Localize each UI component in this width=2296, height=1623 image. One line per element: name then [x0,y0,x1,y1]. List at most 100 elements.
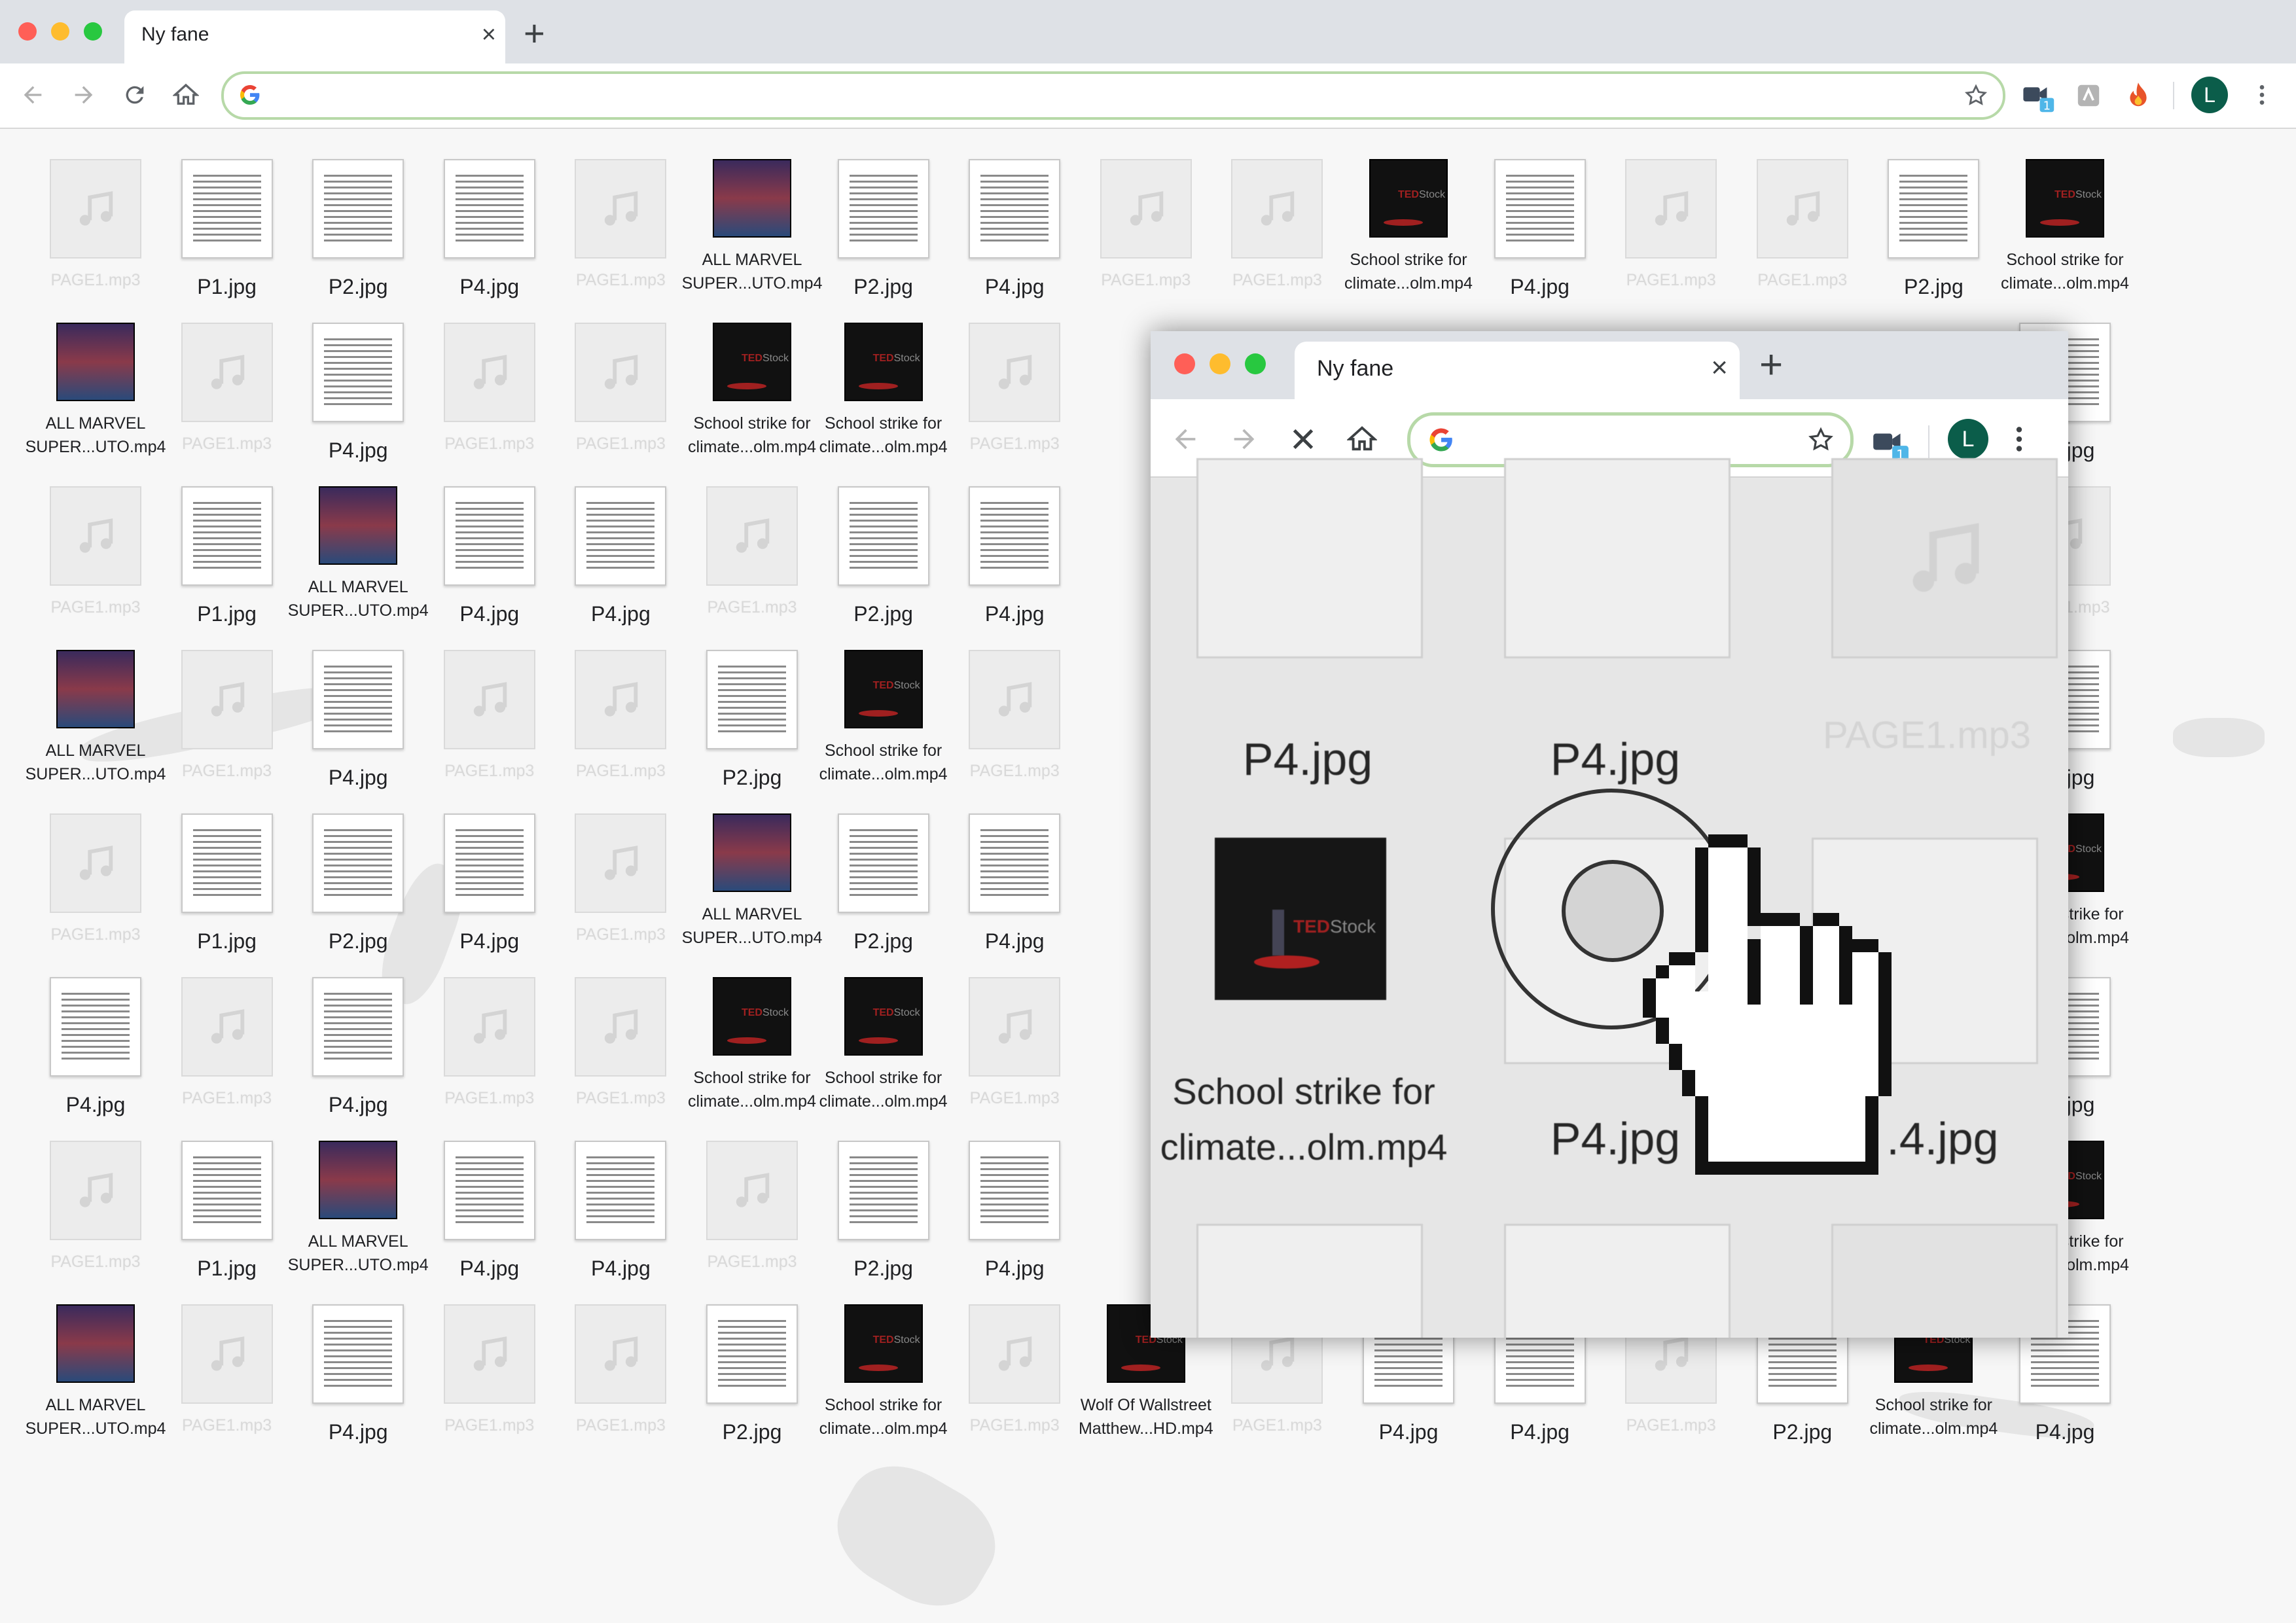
file-item[interactable]: PAGE1.mp3 [687,468,817,632]
inner-tab[interactable]: Ny fane × [1295,342,1740,399]
doc-thumbnail[interactable] [1196,1224,1423,1338]
file-item[interactable]: PAGE1.mp3 [1081,141,1211,304]
file-item[interactable]: P4.jpg [424,141,555,304]
inner-minimize-window-button[interactable] [1210,353,1230,374]
file-item[interactable]: TEDStock School strike for climate...olm.m… [818,959,949,1122]
file-item[interactable]: PAGE1.mp3 [30,795,161,959]
file-item[interactable]: PAGE1.mp3 [949,304,1080,468]
star-icon[interactable] [1964,83,1988,108]
file-item[interactable]: P4.jpg [949,795,1080,959]
file-item[interactable]: PAGE1.mp3 [555,304,686,468]
file-item[interactable]: PAGE1.mp3 [1605,141,1736,304]
file-item[interactable]: PAGE1.mp3 [162,304,293,468]
doc-thumbnail[interactable] [1504,458,1731,658]
file-item[interactable]: P4.jpg [949,1122,1080,1286]
file-item[interactable]: P1.jpg [162,468,293,632]
minimize-window-button[interactable] [51,22,69,41]
file-item[interactable]: PAGE1.mp3 [1211,141,1342,304]
address-bar[interactable] [221,71,2005,120]
close-window-button[interactable] [18,22,37,41]
browser-menu-button[interactable] [2245,78,2279,112]
file-item[interactable]: TEDStock School strike for climate...olm.m… [818,1286,949,1450]
file-item[interactable]: PAGE1.mp3 [30,141,161,304]
inner-meet-icon[interactable]: 1 [1869,423,1910,463]
inner-menu-icon[interactable] [2003,423,2036,455]
tab-new-tab[interactable]: Ny fane × [124,10,505,63]
file-item[interactable]: P4.jpg [293,1286,423,1450]
maximize-window-button[interactable] [84,22,102,41]
back-button[interactable] [16,78,50,112]
profile-avatar[interactable]: L [2191,77,2228,113]
file-item[interactable]: ALL MARVEL SUPER...UTO.mp4 [26,632,166,795]
file-item[interactable]: P4.jpg [555,1122,686,1286]
file-item[interactable]: P2.jpg [818,1122,949,1286]
file-item[interactable]: PAGE1.mp3 [555,141,686,304]
file-item[interactable]: PAGE1.mp3 [555,795,686,959]
inner-back-icon[interactable] [1170,424,1200,454]
file-item[interactable]: TEDStock School strike for climate...olm.m… [818,304,949,468]
extension-button[interactable] [2071,78,2106,113]
file-item[interactable]: TEDStock School strike for climate...olm.m… [2000,141,2130,304]
file-item[interactable]: P4.jpg [949,141,1080,304]
file-item[interactable]: PAGE1.mp3 [30,468,161,632]
file-item[interactable]: TEDStock School strike for climate...olm.m… [687,959,817,1122]
file-item[interactable]: P4.jpg [293,304,423,468]
file-item[interactable]: PAGE1.mp3 [424,304,555,468]
file-item[interactable]: PAGE1.mp3 [949,1286,1080,1450]
inner-stop-icon[interactable] [1288,424,1318,454]
file-item[interactable]: P4.jpg [293,959,423,1122]
file-item[interactable]: P2.jpg [818,795,949,959]
file-item[interactable]: TEDStock School strike for climate...olm.m… [687,304,817,468]
inner-star-icon[interactable] [1807,426,1835,454]
inner-profile-avatar[interactable]: L [1948,419,1988,459]
home-button[interactable] [169,78,203,112]
file-item[interactable]: P1.jpg [162,141,293,304]
inner-new-tab-button[interactable]: + [1759,342,1784,387]
inner-close-window-button[interactable] [1174,353,1195,374]
file-item[interactable]: PAGE1.mp3 [424,1286,555,1450]
file-item[interactable]: ALL MARVEL SUPER...UTO.mp4 [288,468,429,632]
fire-extension-button[interactable] [2121,78,2156,113]
file-item[interactable]: P2.jpg [687,1286,817,1450]
file-item[interactable]: P2.jpg [687,632,817,795]
file-item[interactable]: PAGE1.mp3 [162,1286,293,1450]
doc-thumbnail[interactable] [1196,458,1423,658]
file-item[interactable]: P4.jpg [30,959,161,1122]
file-item[interactable]: P4.jpg [424,468,555,632]
video-thumbnail[interactable]: TEDStock [1215,838,1386,1000]
file-item[interactable]: PAGE1.mp3 [949,959,1080,1122]
file-item[interactable]: PAGE1.mp3 [424,959,555,1122]
file-item[interactable]: P4.jpg [293,632,423,795]
file-item[interactable]: P4.jpg [1475,141,1605,304]
file-item[interactable]: PAGE1.mp3 [555,1286,686,1450]
meet-extension-button[interactable]: 1 [2020,78,2055,113]
audio-thumbnail[interactable] [1831,458,2058,658]
file-item[interactable]: P1.jpg [162,1122,293,1286]
inner-maximize-window-button[interactable] [1245,353,1266,374]
close-tab-icon[interactable]: × [481,21,496,48]
file-item[interactable]: TEDStock School strike for climate...olm.m… [818,632,949,795]
inner-home-icon[interactable] [1347,424,1377,454]
file-item[interactable]: PAGE1.mp3 [162,632,293,795]
file-item[interactable]: P4.jpg [424,1122,555,1286]
file-item[interactable]: PAGE1.mp3 [555,959,686,1122]
file-item[interactable]: ALL MARVEL SUPER...UTO.mp4 [26,304,166,468]
file-item[interactable]: P2.jpg [293,795,423,959]
file-item[interactable]: P1.jpg [162,795,293,959]
file-item[interactable]: ALL MARVEL SUPER...UTO.mp4 [682,795,822,959]
reload-button[interactable] [118,78,152,112]
file-item[interactable]: P4.jpg [424,795,555,959]
new-tab-button[interactable]: + [524,12,545,54]
file-item[interactable]: ALL MARVEL SUPER...UTO.mp4 [26,1286,166,1450]
file-item[interactable]: P4.jpg [949,468,1080,632]
file-item[interactable]: PAGE1.mp3 [687,1122,817,1286]
file-item[interactable]: P2.jpg [1868,141,1999,304]
audio-thumbnail[interactable] [1831,1224,2058,1338]
file-item[interactable]: P2.jpg [293,141,423,304]
file-item[interactable]: P4.jpg [555,468,686,632]
file-item[interactable]: PAGE1.mp3 [162,959,293,1122]
file-item[interactable]: PAGE1.mp3 [949,632,1080,795]
inner-forward-icon[interactable] [1229,424,1259,454]
file-item[interactable]: PAGE1.mp3 [555,632,686,795]
file-item[interactable]: P2.jpg [818,468,949,632]
